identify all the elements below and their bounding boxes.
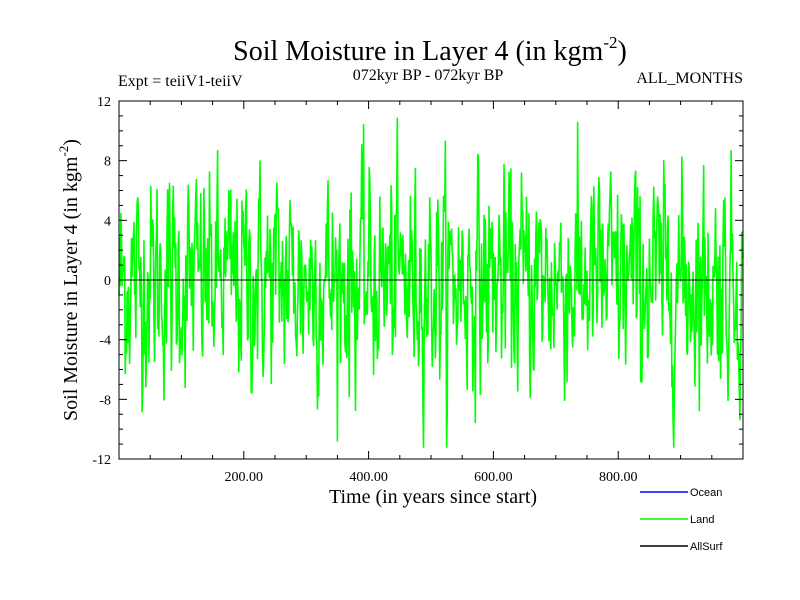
plot-area: 12 8 4 0 -4 -8 -12 200.00 400.00 600.00 800.00 [92, 95, 744, 485]
chart-title-close: ) [618, 36, 627, 67]
chart-title: Soil Moisture in Layer 4 (in kgm-2) [233, 33, 627, 67]
y-axis-label-sup: -2 [56, 146, 71, 157]
series-layer [118, 117, 744, 448]
chart-title-sup: -2 [603, 33, 617, 52]
y-axis-label: Soil Moisture in Layer 4 (in kgm-2) [56, 139, 82, 421]
months-label: ALL_MONTHS [636, 70, 743, 87]
y-tick-label: 0 [104, 274, 111, 289]
time-range-label: 072kyr BP - 072kyr BP [353, 67, 504, 84]
experiment-label: Expt = teiiV1-teiiV [118, 73, 243, 90]
y-axis-label-close: ) [60, 139, 82, 146]
legend: Ocean Land AllSurf [640, 487, 723, 553]
y-tick-label: 8 [104, 155, 111, 170]
y-tick-label: -12 [92, 453, 111, 468]
series-line-land [118, 117, 744, 448]
y-tick-label: -4 [99, 334, 111, 349]
legend-label-ocean: Ocean [690, 487, 722, 499]
y-tick-label: 4 [104, 214, 111, 229]
x-tick-label: 600.00 [474, 470, 513, 485]
y-tick-label: 12 [97, 95, 111, 110]
x-axis-label: Time (in years since start) [329, 486, 537, 508]
y-axis-label-main: Soil Moisture in Layer 4 (in kgm [60, 156, 82, 421]
x-tick-label: 200.00 [225, 470, 264, 485]
x-tick-label: 400.00 [349, 470, 388, 485]
legend-label-allsurf: AllSurf [690, 541, 723, 553]
legend-label-land: Land [690, 514, 714, 526]
y-tick-label: -8 [99, 393, 111, 408]
chart-title-main: Soil Moisture in Layer 4 (in kgm [233, 36, 603, 67]
y-axis-ticks: 12 8 4 0 -4 -8 -12 [92, 95, 743, 468]
x-axis-ticks: 200.00 400.00 600.00 800.00 [149, 101, 713, 485]
x-tick-label: 800.00 [599, 470, 638, 485]
